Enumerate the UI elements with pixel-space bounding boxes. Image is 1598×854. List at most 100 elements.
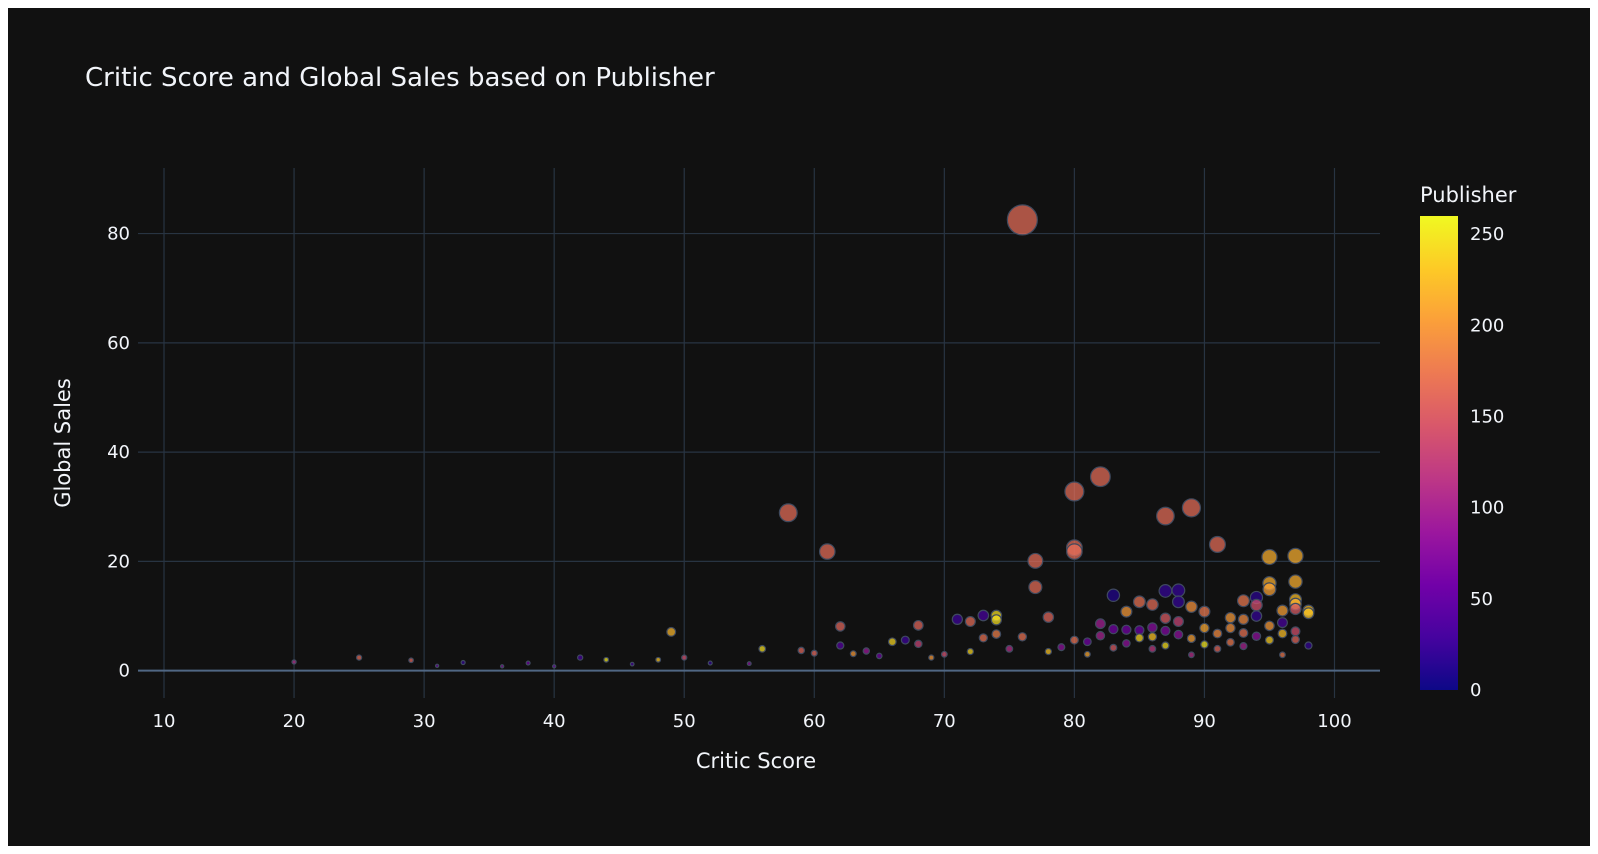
data-point[interactable] xyxy=(1224,611,1237,624)
data-point[interactable] xyxy=(1262,582,1277,597)
data-point[interactable] xyxy=(1069,635,1079,645)
data-point[interactable] xyxy=(655,656,662,663)
data-point[interactable] xyxy=(1276,617,1288,629)
data-point[interactable] xyxy=(834,621,846,632)
data-point[interactable] xyxy=(1156,506,1175,526)
data-point[interactable] xyxy=(1083,650,1091,658)
data-point[interactable] xyxy=(1200,640,1209,649)
data-point[interactable] xyxy=(1159,612,1172,624)
data-point[interactable] xyxy=(818,543,836,560)
data-point[interactable] xyxy=(1027,552,1044,569)
data-point[interactable] xyxy=(1147,632,1158,642)
data-point[interactable] xyxy=(1171,595,1185,609)
data-point[interactable] xyxy=(836,641,845,650)
data-point[interactable] xyxy=(1199,622,1210,634)
data-point[interactable] xyxy=(707,660,713,666)
data-point[interactable] xyxy=(1186,633,1197,644)
data-point[interactable] xyxy=(1106,588,1121,603)
data-point[interactable] xyxy=(1109,643,1118,652)
data-point[interactable] xyxy=(355,654,363,661)
data-point[interactable] xyxy=(1006,204,1038,236)
data-point[interactable] xyxy=(1264,620,1275,632)
data-point[interactable] xyxy=(681,654,688,661)
data-point[interactable] xyxy=(1017,632,1028,642)
data-point[interactable] xyxy=(1212,628,1223,639)
data-point[interactable] xyxy=(991,629,1002,639)
data-point[interactable] xyxy=(990,614,1002,626)
data-point[interactable] xyxy=(1239,641,1248,651)
data-point[interactable] xyxy=(1181,498,1202,518)
data-point[interactable] xyxy=(1122,639,1131,648)
data-point[interactable] xyxy=(1213,644,1222,653)
data-point[interactable] xyxy=(1188,651,1195,659)
data-point[interactable] xyxy=(940,650,948,658)
data-point[interactable] xyxy=(603,656,610,663)
data-point[interactable] xyxy=(1279,651,1286,659)
data-point[interactable] xyxy=(1094,618,1106,630)
data-point[interactable] xyxy=(1132,595,1146,609)
data-point[interactable] xyxy=(1302,607,1315,620)
data-point[interactable] xyxy=(964,615,976,628)
data-point[interactable] xyxy=(746,661,752,667)
data-point[interactable] xyxy=(1304,641,1313,650)
data-point[interactable] xyxy=(912,619,924,631)
data-points[interactable] xyxy=(291,204,1315,669)
data-point[interactable] xyxy=(1005,644,1014,653)
data-point[interactable] xyxy=(875,652,883,660)
data-point[interactable] xyxy=(977,609,990,622)
data-point[interactable] xyxy=(1236,594,1250,608)
data-point[interactable] xyxy=(1044,647,1053,656)
data-point[interactable] xyxy=(1042,611,1055,623)
data-point[interactable] xyxy=(1277,628,1288,639)
data-point[interactable] xyxy=(1290,626,1301,637)
data-point[interactable] xyxy=(1261,548,1278,566)
data-point[interactable] xyxy=(408,657,414,664)
data-point[interactable] xyxy=(1108,624,1119,635)
data-point[interactable] xyxy=(900,635,910,645)
data-point[interactable] xyxy=(928,654,935,661)
data-point[interactable] xyxy=(525,660,531,666)
data-point[interactable] xyxy=(797,646,806,655)
data-point[interactable] xyxy=(1250,598,1263,612)
data-point[interactable] xyxy=(1173,629,1184,640)
data-point[interactable] xyxy=(887,637,897,647)
data-point[interactable] xyxy=(1095,630,1106,641)
data-point[interactable] xyxy=(862,647,871,655)
data-point[interactable] xyxy=(978,633,988,643)
data-point[interactable] xyxy=(1238,628,1249,638)
data-point[interactable] xyxy=(1226,637,1235,647)
data-point[interactable] xyxy=(1225,622,1236,634)
data-point[interactable] xyxy=(1146,598,1159,611)
scatter-chart[interactable]: Critic Score and Global Sales based on P… xyxy=(8,8,1590,846)
data-point[interactable] xyxy=(1287,547,1304,565)
data-point[interactable] xyxy=(577,654,584,661)
data-point[interactable] xyxy=(1171,583,1186,598)
data-point[interactable] xyxy=(1057,643,1066,652)
data-point[interactable] xyxy=(1289,602,1302,616)
data-point[interactable] xyxy=(434,663,440,668)
data-point[interactable] xyxy=(1185,600,1198,614)
data-point[interactable] xyxy=(1160,625,1171,636)
data-point[interactable] xyxy=(1250,610,1263,622)
data-point[interactable] xyxy=(1066,543,1083,560)
data-point[interactable] xyxy=(1288,574,1303,589)
data-point[interactable] xyxy=(966,647,975,656)
data-point[interactable] xyxy=(1064,481,1085,502)
data-point[interactable] xyxy=(499,664,505,669)
data-point[interactable] xyxy=(1198,605,1211,618)
data-point[interactable] xyxy=(1148,644,1157,653)
data-point[interactable] xyxy=(1237,613,1250,625)
data-point[interactable] xyxy=(1134,633,1145,643)
data-point[interactable] xyxy=(1161,641,1170,650)
data-point[interactable] xyxy=(291,659,297,665)
data-point[interactable] xyxy=(914,639,923,649)
data-point[interactable] xyxy=(1172,615,1184,628)
data-point[interactable] xyxy=(1276,604,1289,617)
data-point[interactable] xyxy=(810,649,818,657)
data-point[interactable] xyxy=(666,626,677,637)
data-point[interactable] xyxy=(951,613,963,625)
data-point[interactable] xyxy=(1028,580,1043,595)
data-point[interactable] xyxy=(1208,535,1226,554)
data-point[interactable] xyxy=(1089,466,1111,488)
data-point[interactable] xyxy=(1147,622,1158,633)
